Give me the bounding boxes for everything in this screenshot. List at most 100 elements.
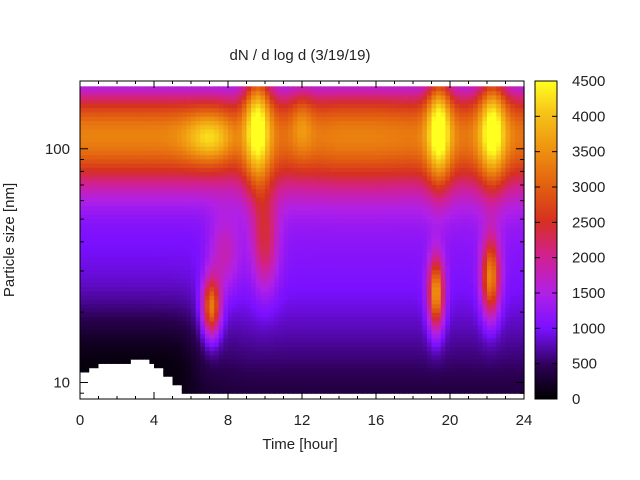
heatmap-cell [191, 354, 197, 360]
heatmap-cell [200, 141, 206, 147]
heatmap-cell [181, 312, 187, 318]
heatmap-cell [107, 141, 113, 147]
heatmap-cell [376, 290, 382, 296]
heatmap-cell [167, 197, 174, 203]
heatmap-cell [292, 214, 298, 220]
heatmap-cell [343, 325, 349, 330]
heatmap-cell [283, 380, 289, 386]
heatmap-cell [130, 163, 137, 168]
heatmap-cell [315, 303, 322, 309]
heatmap-cell [283, 248, 289, 254]
heatmap-cell [366, 231, 372, 237]
heatmap-cell [311, 312, 317, 318]
heatmap-cell [283, 354, 289, 360]
heatmap-cell [339, 265, 345, 271]
heatmap-cell [218, 333, 224, 339]
heatmap-cell [144, 107, 150, 113]
heatmap-cell [112, 388, 118, 394]
heatmap-cell [274, 265, 280, 271]
heatmap-cell [121, 235, 127, 241]
heatmap-cell [177, 307, 183, 313]
heatmap-cell [320, 286, 326, 292]
heatmap-cell [399, 329, 405, 335]
heatmap-cell [306, 167, 312, 173]
heatmap-cell [103, 290, 109, 296]
heatmap-cell [274, 350, 280, 356]
heatmap-cell [329, 90, 335, 96]
heatmap-cell [260, 359, 266, 364]
heatmap-cell [144, 261, 150, 266]
heatmap-cell [352, 303, 359, 309]
heatmap-cell [172, 359, 178, 364]
heatmap-cell [366, 299, 372, 305]
heatmap-cell [112, 329, 118, 335]
heatmap-cell [288, 252, 294, 258]
heatmap-cell [292, 329, 298, 335]
heatmap-cell [334, 116, 340, 122]
heatmap-cell [320, 192, 326, 198]
heatmap-cell [260, 231, 266, 237]
heatmap-cell [163, 86, 169, 92]
heatmap-cell [130, 269, 137, 275]
heatmap-cell [112, 295, 118, 301]
heatmap-cell [292, 235, 298, 241]
heatmap-cell [237, 320, 243, 326]
heatmap-cell [200, 167, 206, 173]
heatmap-cell [269, 188, 275, 194]
heatmap-cell [339, 363, 345, 369]
heatmap-cell [117, 269, 123, 275]
heatmap-cell [177, 137, 183, 143]
heatmap-cell [348, 94, 354, 100]
heatmap-cell [269, 231, 275, 237]
heatmap-cell [112, 116, 118, 122]
heatmap-cell [167, 137, 174, 143]
heatmap-cell [343, 346, 349, 352]
heatmap-cell [278, 205, 285, 211]
heatmap-cell [394, 312, 400, 318]
heatmap-cell [320, 218, 326, 224]
heatmap-cell [126, 184, 132, 190]
heatmap-cell [371, 103, 377, 109]
heatmap-cell [376, 133, 382, 139]
heatmap-cell [394, 239, 400, 245]
heatmap-cell [246, 367, 252, 373]
heatmap-cell [167, 252, 174, 258]
heatmap-cell [89, 94, 95, 100]
heatmap-cell [362, 192, 368, 198]
heatmap-cell [315, 184, 322, 190]
heatmap-cell [288, 316, 294, 322]
heatmap-cell [121, 320, 127, 326]
heatmap-cell [214, 295, 220, 301]
heatmap-cell [167, 133, 174, 139]
heatmap-cell [191, 90, 197, 96]
heatmap-cell [251, 137, 257, 143]
heatmap-cell [329, 197, 335, 203]
heatmap-cell [283, 265, 289, 271]
heatmap-cell [223, 111, 229, 117]
heatmap-cell [135, 239, 141, 245]
heatmap-cell [117, 111, 123, 117]
heatmap-cell [278, 307, 285, 313]
heatmap-cell [255, 265, 261, 271]
heatmap-cell [348, 312, 354, 318]
heatmap-cell [195, 201, 201, 207]
heatmap-cell [334, 146, 340, 151]
heatmap-cell [117, 367, 123, 373]
heatmap-cell [288, 256, 294, 262]
heatmap-cell [167, 103, 174, 109]
heatmap-cell [311, 128, 317, 134]
heatmap-cell [195, 388, 201, 394]
heatmap-cell [315, 299, 322, 305]
heatmap-cell [140, 295, 146, 301]
heatmap-cell [204, 388, 211, 394]
heatmap-cell [371, 239, 377, 245]
heatmap-cell [209, 103, 215, 109]
heatmap-cell [389, 150, 396, 156]
heatmap-cell [158, 286, 164, 292]
heatmap-cell [186, 325, 192, 330]
heatmap-cell [329, 99, 335, 104]
heatmap-cell [394, 218, 400, 224]
heatmap-cell [130, 376, 137, 382]
heatmap-cell [144, 354, 150, 360]
heatmap-cell [112, 214, 118, 220]
